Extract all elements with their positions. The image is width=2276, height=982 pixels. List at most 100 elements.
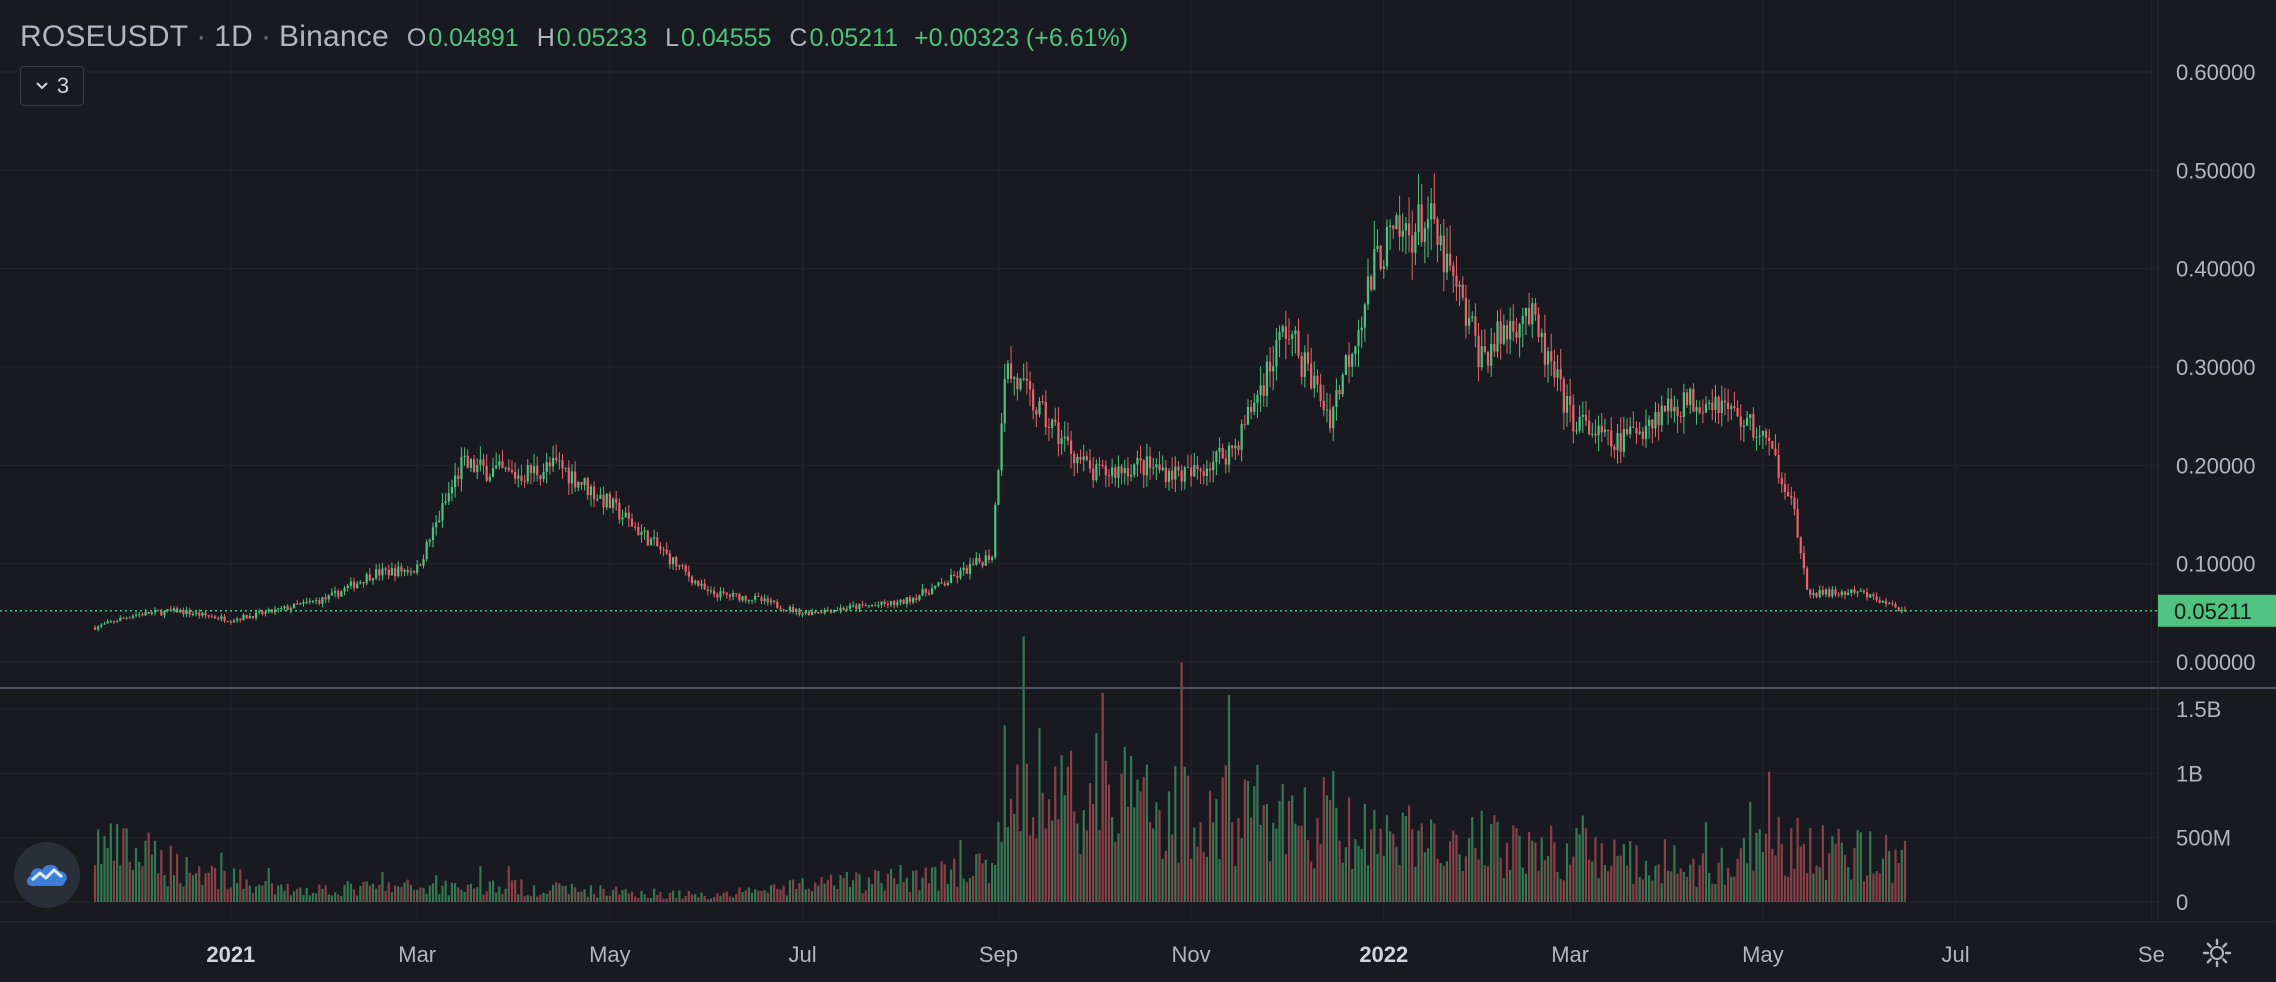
candle xyxy=(539,475,542,480)
volume-bar xyxy=(997,821,1000,902)
candle xyxy=(1537,314,1540,338)
volume-bar xyxy=(978,853,981,902)
volume-bar xyxy=(1265,804,1269,902)
candle xyxy=(870,605,874,607)
candle xyxy=(510,470,514,472)
candle xyxy=(258,611,261,613)
candle xyxy=(198,612,201,616)
candle xyxy=(589,486,593,496)
volume-bar xyxy=(580,891,583,902)
volume-bar xyxy=(176,853,179,902)
candle xyxy=(1354,346,1357,355)
volume-bar xyxy=(378,884,381,902)
candle xyxy=(1385,226,1389,267)
volume-bar xyxy=(277,885,280,902)
volume-bar xyxy=(1685,876,1689,902)
candle xyxy=(994,504,997,558)
candle xyxy=(1556,369,1559,378)
volume-bar xyxy=(823,883,826,902)
tradingview-cloud-icon[interactable] xyxy=(14,842,80,908)
candle xyxy=(1663,405,1667,412)
candle xyxy=(1430,203,1433,220)
candle xyxy=(899,599,902,603)
candle xyxy=(264,611,267,614)
volume-bar xyxy=(1543,860,1547,902)
candle xyxy=(820,612,823,614)
candle xyxy=(422,559,425,566)
ohlc-high: H0.05233 xyxy=(537,24,647,53)
candle xyxy=(1006,363,1010,380)
candle xyxy=(356,583,359,589)
candle xyxy=(1259,385,1262,396)
candle xyxy=(1862,590,1866,593)
volume-bar xyxy=(409,884,412,902)
candle xyxy=(1098,464,1101,466)
volume-bar xyxy=(1768,771,1771,902)
candle xyxy=(990,557,994,560)
volume-bar xyxy=(1891,882,1894,902)
volume-bar xyxy=(1076,823,1079,902)
volume-bar xyxy=(795,889,798,902)
price-tick-label: 0.10000 xyxy=(2176,552,2256,577)
volume-bar xyxy=(1114,841,1117,902)
volume-bar xyxy=(551,884,555,902)
volume-bar xyxy=(713,896,716,902)
volume-bar xyxy=(1704,822,1708,902)
volume-bar xyxy=(1837,828,1840,902)
volume-bar xyxy=(103,836,106,902)
volume-bar xyxy=(447,895,450,902)
volume-bar xyxy=(119,865,122,902)
candle xyxy=(665,549,668,554)
volume-bar xyxy=(1224,765,1227,902)
volume-bar xyxy=(776,888,779,902)
volume-bar xyxy=(264,880,267,902)
candle xyxy=(1878,600,1881,603)
candle xyxy=(750,599,754,601)
candle xyxy=(1761,430,1764,436)
interval-label[interactable]: 1D xyxy=(214,20,254,53)
volume-bar xyxy=(1385,815,1389,902)
candle xyxy=(1338,390,1341,395)
candle xyxy=(930,588,934,595)
volume-bar xyxy=(1461,870,1464,902)
candle xyxy=(1648,419,1651,426)
volume-bar xyxy=(324,885,327,902)
candle xyxy=(1284,326,1287,339)
candle xyxy=(1809,589,1812,596)
candle xyxy=(709,590,713,592)
candle xyxy=(627,512,630,519)
grid-lines xyxy=(0,0,2158,922)
candle xyxy=(1426,219,1430,229)
indicators-collapse-button[interactable]: 3 xyxy=(20,66,84,106)
gear-icon[interactable] xyxy=(2200,936,2234,970)
volume-bar xyxy=(1881,858,1884,902)
volume-bar xyxy=(1606,871,1610,902)
volume-bar xyxy=(460,889,463,902)
symbol-name[interactable]: ROSEUSDT xyxy=(20,20,189,53)
volume-bar xyxy=(1066,766,1070,902)
candle xyxy=(902,599,905,604)
volume-bar xyxy=(261,885,264,902)
time-tick-label: Se xyxy=(2138,942,2165,967)
price-tick-label: 0.50000 xyxy=(2176,158,2256,183)
volume-bar xyxy=(198,866,201,902)
volume-bar xyxy=(318,884,321,902)
volume-bar xyxy=(1477,859,1480,902)
volume-bar xyxy=(150,854,153,902)
candle xyxy=(453,475,457,488)
candle xyxy=(1313,375,1316,389)
candle xyxy=(1013,377,1016,379)
candle xyxy=(564,467,567,469)
candle xyxy=(1028,381,1032,390)
candle xyxy=(406,569,409,573)
volume-bar xyxy=(1730,876,1733,902)
volume-bar xyxy=(1107,784,1111,902)
volume-bar xyxy=(286,883,289,902)
volume-bar xyxy=(972,875,975,902)
volume-bar xyxy=(182,886,185,902)
volume-bar xyxy=(1332,771,1335,902)
candle xyxy=(570,471,574,484)
volume-bar xyxy=(1123,746,1126,902)
volume-bar xyxy=(1663,839,1667,902)
